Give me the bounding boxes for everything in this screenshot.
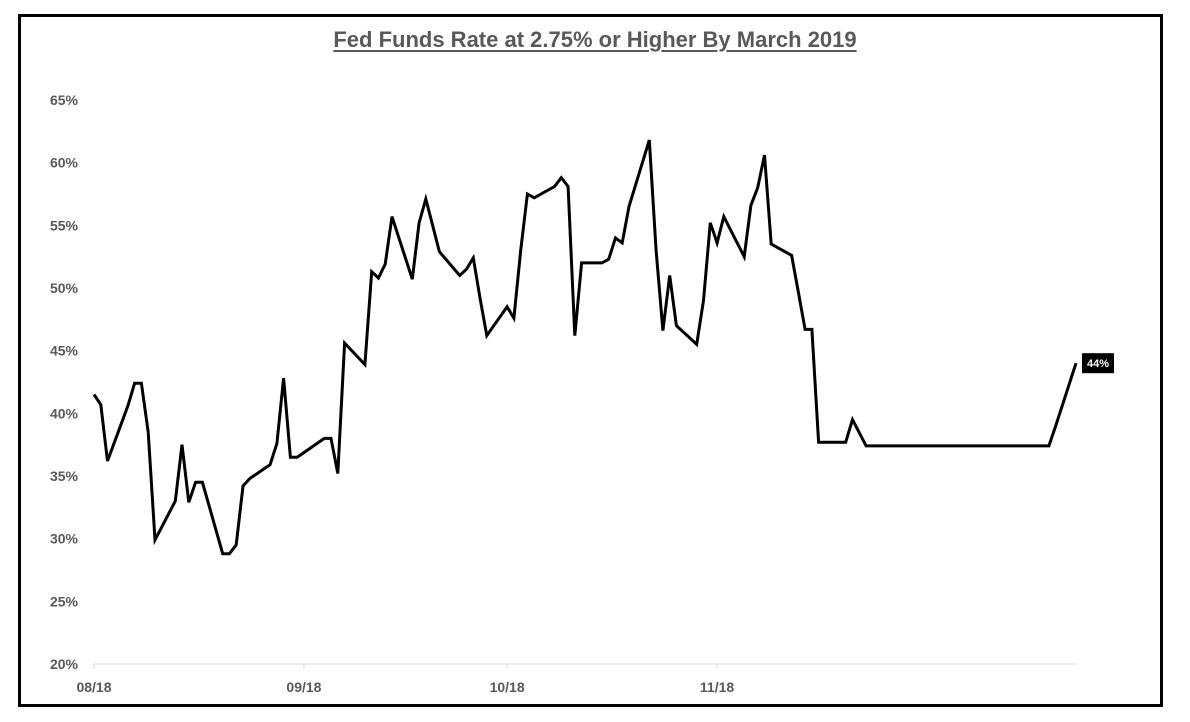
y-tick-label: 35% bbox=[50, 468, 79, 484]
x-tick-label: 10/18 bbox=[490, 679, 525, 695]
x-tick-label: 08/18 bbox=[76, 679, 111, 695]
y-tick-label: 40% bbox=[50, 405, 79, 421]
series-line bbox=[92, 139, 1078, 556]
y-tick-label: 50% bbox=[50, 280, 79, 296]
chart-frame bbox=[18, 14, 1163, 707]
x-tick-label: 09/18 bbox=[286, 679, 321, 695]
y-tick-label: 25% bbox=[50, 593, 79, 609]
y-tick-label: 45% bbox=[50, 343, 79, 359]
y-tick-label: 60% bbox=[50, 155, 79, 171]
end-value-label: 44% bbox=[1087, 358, 1109, 370]
y-tick-label: 30% bbox=[50, 531, 79, 547]
y-tick-label: 55% bbox=[50, 217, 79, 233]
x-tick-label: 11/18 bbox=[700, 679, 734, 695]
y-tick-label: 20% bbox=[50, 656, 79, 672]
end-value-badge bbox=[1082, 353, 1114, 374]
y-tick-label: 65% bbox=[50, 92, 79, 108]
chart-title: Fed Funds Rate at 2.75% or Higher By Mar… bbox=[333, 27, 857, 52]
